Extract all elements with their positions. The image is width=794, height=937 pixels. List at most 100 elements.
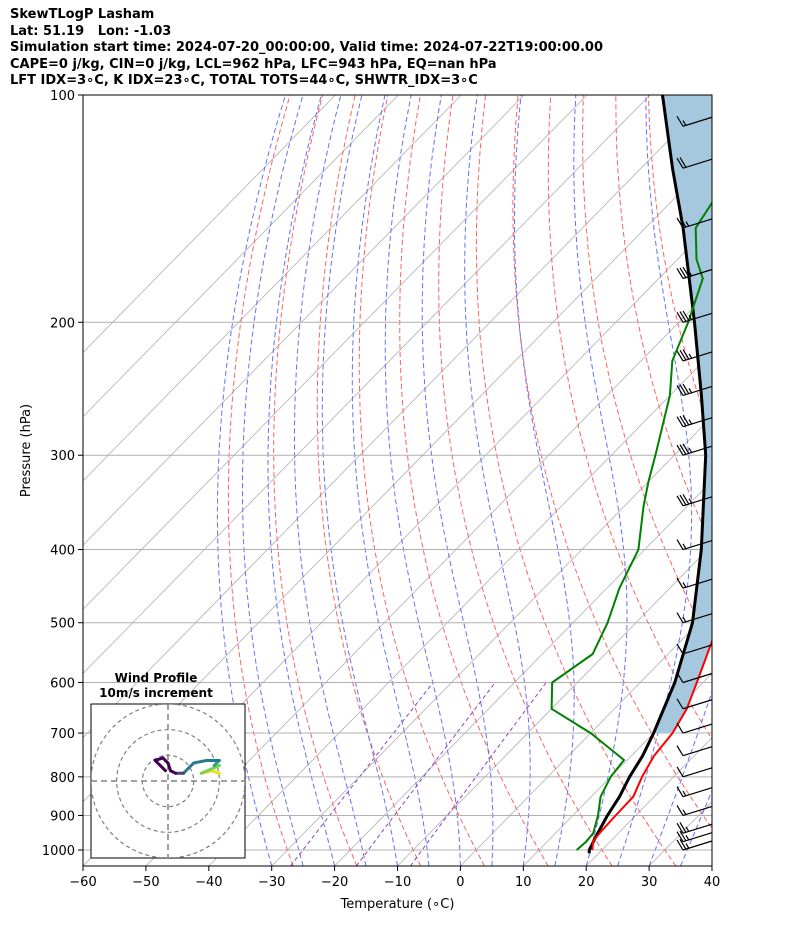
parcel-profile-line xyxy=(587,95,708,854)
x-tick-label: −20 xyxy=(321,875,348,890)
wind-barb xyxy=(676,349,713,362)
wind-barb-staff xyxy=(682,312,713,323)
x-tick-label: −40 xyxy=(195,875,222,890)
wind-barb-half xyxy=(688,388,693,394)
y-axis-label: Pressure (hPa) xyxy=(19,404,34,497)
wind-barb-staff xyxy=(682,823,713,834)
wind-barb-half xyxy=(685,826,690,833)
wind-barb-flag xyxy=(682,349,690,360)
wind-barb xyxy=(676,722,713,734)
wind-barb-flag xyxy=(679,838,687,850)
moist-adiabat-line xyxy=(351,95,430,866)
dry-adiabat-line xyxy=(547,95,712,740)
wind-barb-flag xyxy=(679,384,687,396)
wind-barb xyxy=(676,786,713,798)
y-tick-label: 900 xyxy=(50,809,75,824)
wind-barb xyxy=(676,805,713,817)
wind-barb-staff xyxy=(682,445,713,456)
time-line: Simulation start time: 2024-07-20_00:00:… xyxy=(10,40,603,55)
moist-adiabat-line xyxy=(216,95,286,866)
wind-barb xyxy=(676,115,713,127)
dry-adiabat-line xyxy=(227,95,294,866)
wind-barb-flag xyxy=(676,672,684,683)
wind-barb-flag xyxy=(679,822,687,833)
x-tick-label: 30 xyxy=(641,875,658,890)
hodograph-trace xyxy=(181,761,196,775)
x-axis-label: Temperature (∘C) xyxy=(340,897,455,912)
dry-adiabat-line xyxy=(647,95,712,437)
wind-barb-flag xyxy=(676,831,684,843)
wind-barb xyxy=(676,383,713,397)
isotherm-line xyxy=(460,608,712,866)
wind-barb-half xyxy=(688,419,693,425)
wind-barb-flag xyxy=(676,416,684,428)
moist-adiabat-line xyxy=(680,789,712,866)
x-tick-label: 10 xyxy=(515,875,532,890)
wind-barb xyxy=(676,310,713,323)
index-line: LFT IDX=3∘C, K IDX=23∘C, TOTAL TOTS=44∘C… xyxy=(10,73,478,88)
wind-barb-flag xyxy=(682,494,690,505)
isotherm-line xyxy=(145,287,712,866)
wind-barb xyxy=(676,643,713,655)
wind-barb-staff xyxy=(682,539,713,551)
dry-adiabat-line xyxy=(746,95,794,866)
moist-adiabat-line xyxy=(294,95,367,866)
moist-adiabat-line xyxy=(514,95,575,866)
y-tick-label: 600 xyxy=(50,677,75,692)
wind-barb-flag xyxy=(676,157,684,169)
x-tick-label: −10 xyxy=(384,875,411,890)
wind-barb-half xyxy=(685,843,690,849)
wind-barb-staff xyxy=(682,218,713,229)
x-tick-label: −50 xyxy=(132,875,159,890)
hodograph-inset xyxy=(90,703,246,859)
wind-barb-flag xyxy=(682,383,690,395)
moist-adiabat-line xyxy=(464,95,531,866)
mixing-ratio-line xyxy=(290,682,434,866)
y-tick-label: 500 xyxy=(50,617,75,632)
wind-barb xyxy=(676,577,713,589)
isotherm-line xyxy=(83,95,588,610)
hodograph-trace xyxy=(158,764,167,773)
wind-barb-flag xyxy=(679,311,687,322)
dry-adiabat-line xyxy=(714,95,794,866)
wind-barb xyxy=(676,766,713,778)
y-tick-label: 300 xyxy=(50,449,75,464)
wind-barb-flag xyxy=(679,267,687,279)
isotherm-line xyxy=(711,865,712,866)
wind-barb-flag xyxy=(676,722,684,734)
wind-barb-half xyxy=(685,834,690,841)
x-tick-label: −60 xyxy=(69,875,96,890)
wind-barb-flag xyxy=(682,310,690,322)
wind-barb-half xyxy=(688,271,693,277)
wind-barb-flag xyxy=(682,443,690,455)
dewpoint-profile-line xyxy=(550,200,712,851)
mixing-ratio-line xyxy=(355,682,496,866)
y-tick-label: 800 xyxy=(50,771,75,786)
wind-barb-flag xyxy=(679,216,687,228)
x-tick-label: 0 xyxy=(456,875,464,890)
x-tick-label: −30 xyxy=(258,875,285,890)
hodograph-plot xyxy=(91,704,245,858)
y-tick-label: 1000 xyxy=(42,844,75,859)
dry-adiabat-line xyxy=(399,95,549,866)
mixing-ratio-line xyxy=(409,682,547,866)
wind-barb-staff xyxy=(682,644,713,655)
wind-barb-flag xyxy=(679,494,687,506)
plot-area xyxy=(83,95,794,866)
y-tick-label: 700 xyxy=(50,727,75,742)
wind-barb-flag xyxy=(676,577,684,589)
isotherm-line xyxy=(648,801,712,866)
wind-barb-staff xyxy=(682,832,713,843)
wind-barb-flag xyxy=(676,822,684,834)
wind-barb-flag xyxy=(676,311,684,323)
wind-barb-flag xyxy=(676,643,684,655)
wind-barb-staff xyxy=(682,805,713,817)
wind-barb-half xyxy=(688,353,693,360)
temperature-profile-line xyxy=(591,638,712,851)
chart-header: SkewTLogP Lasham Lat: 51.19 Lon: -1.03 S… xyxy=(10,7,603,90)
wind-barb-flag xyxy=(682,414,690,426)
wind-barb-staff xyxy=(682,840,713,851)
location-line: Lat: 51.19 Lon: -1.03 xyxy=(10,23,172,39)
wind-barb-half xyxy=(682,582,687,588)
dry-adiabat-line xyxy=(475,95,677,866)
